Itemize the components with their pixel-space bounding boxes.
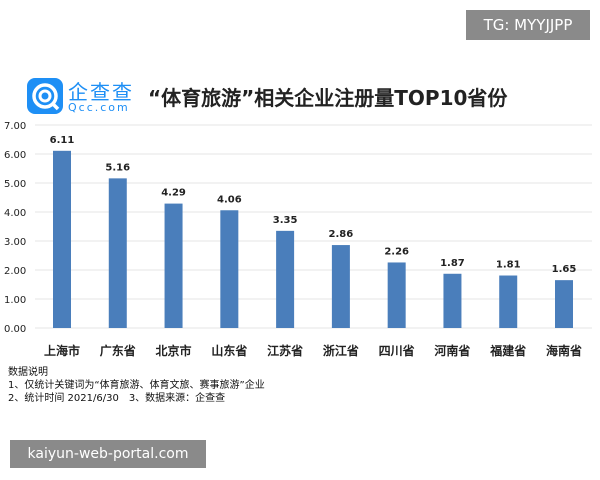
x-tick-label: 海南省 [546,343,582,358]
x-tick-label: 河南省 [433,343,470,358]
data-label: 4.29 [161,188,186,199]
y-tick-label: 3.00 [4,237,26,248]
bar [108,178,127,328]
data-label: 1.87 [440,258,465,269]
data-label: 6.11 [50,135,75,146]
data-label: 2.26 [384,246,409,257]
bar [331,245,350,328]
y-tick-label: 0.00 [4,324,26,335]
x-tick-label: 上海市 [44,343,80,358]
watermark-bottom: kaiyun-web-portal.com [10,440,206,468]
y-tick-label: 4.00 [4,208,26,219]
logo-url: Qcc.com [68,101,130,114]
y-tick-label: 7.00 [4,121,26,132]
watermark-top: TG: MYYJJPP [466,10,590,40]
data-label: 3.35 [273,215,298,226]
x-tick-label: 福建省 [489,343,526,358]
bar [443,273,462,328]
x-tick-label: 四川省 [379,343,415,358]
bar [499,275,518,328]
note-2: 2、统计时间 2021/6/30 3、数据来源：企查查 [8,393,226,404]
bar [555,280,573,328]
notes-heading: 数据说明 [8,367,48,378]
data-label: 2.86 [329,229,354,240]
qcc-logo-icon [27,78,63,114]
y-tick-label: 2.00 [4,266,26,277]
data-label: 4.06 [217,194,242,205]
data-label: 5.16 [105,162,130,173]
x-tick-label: 北京市 [156,343,192,358]
y-tick-label: 1.00 [4,295,26,306]
note-1: 1、仅统计关键词为“体育旅游、体育文旅、赛事旅游”企业 [8,380,265,391]
x-tick-label: 江苏省 [267,343,303,358]
data-label: 1.65 [552,264,577,275]
x-tick-label: 广东省 [100,343,136,358]
chart-title: “体育旅游”相关企业注册量TOP10省份 [148,86,508,110]
bar [276,230,295,328]
x-tick-label: 山东省 [211,343,247,358]
bar [53,150,71,328]
notes: 数据说明 1、仅统计关键词为“体育旅游、体育文旅、赛事旅游”企业 2、统计时间 … [8,366,265,405]
bar [164,203,183,328]
bar [387,262,406,328]
x-tick-label: 浙江省 [323,343,359,358]
bar [220,210,239,328]
data-label: 1.81 [496,260,521,271]
logo-name: 企查查 [68,80,134,104]
y-tick-label: 6.00 [4,150,26,161]
y-tick-label: 5.00 [4,179,26,190]
